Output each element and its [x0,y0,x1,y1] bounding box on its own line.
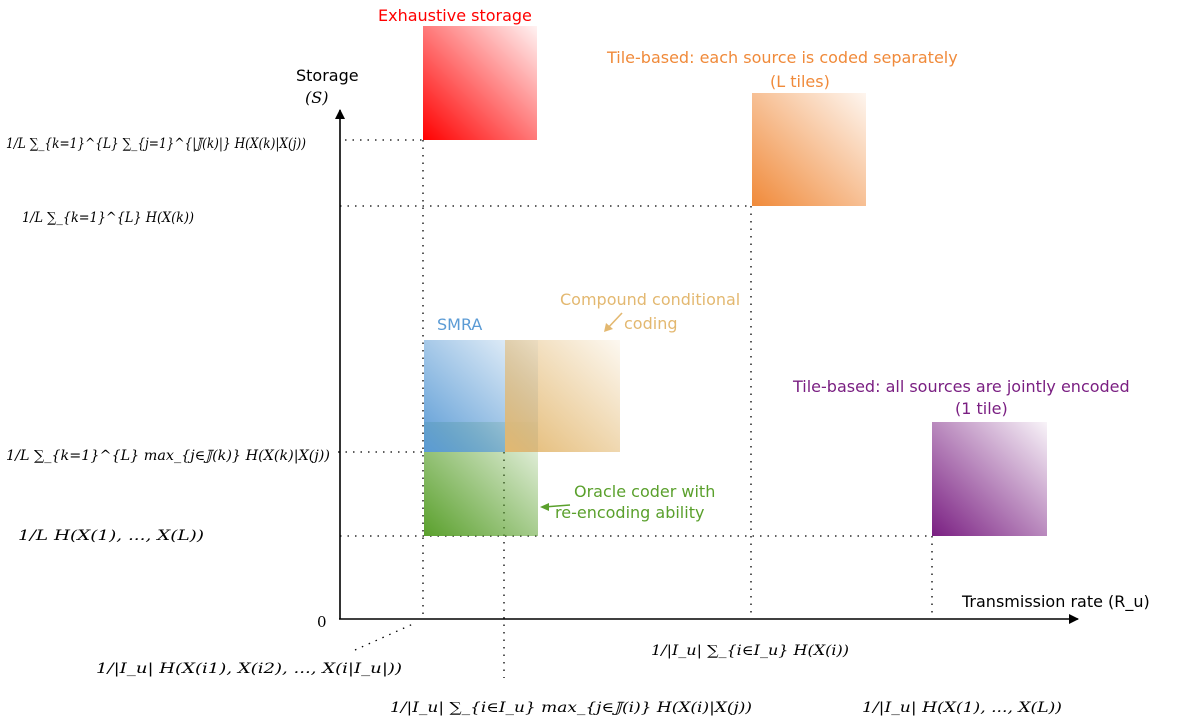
x-level-3-label: 1/|I_u| ∑_{i∈I_u} H(X(i)) [651,643,849,659]
x-level-2-label: 1/|I_u| ∑_{i∈I_u} max_{j∈𝕁(i)} H(X(i)|X(… [390,700,752,716]
tile-joint-region [932,422,1047,536]
y-axis-symbol: (S) [305,88,328,107]
oracle-label-line1: Oracle coder with [574,482,715,501]
x-axis-title: Transmission rate (R_u) [961,592,1150,612]
tile-joint-label-line1: Tile-based: all sources are jointly enco… [792,377,1130,396]
oracle-pointer-head [540,503,549,511]
compound-region [505,340,620,452]
smra-label: SMRA [437,315,482,334]
exhaustive-storage-region [423,26,537,140]
y-level-2-label: 1/L ∑_{k=1}^{L} H(X(k)) [22,210,194,226]
y-level-1-label: 1/L ∑_{k=1}^{L} ∑_{j=1}^{|𝕁(k)|} H(X(k)|… [6,136,306,152]
x-level-1-label: 1/|I_u| H(X(i1), X(i2), ..., X(i|I_u|)) [96,661,402,677]
compound-label-line1: Compound conditional [560,290,740,309]
oracle-label-line2: re-encoding ability [555,503,704,522]
x-level-4-label: 1/|I_u| H(X(1), ..., X(L)) [862,700,1062,716]
origin-label: 0 [317,613,327,631]
tile-separate-region [752,93,866,206]
tile-separate-label-line1: Tile-based: each source is coded separat… [606,48,958,67]
compound-pointer-head [604,323,613,332]
tile-joint-label-line2: (1 tile) [955,399,1008,418]
tile-separate-label-line2: (L tiles) [770,72,830,91]
y-level-3-label: 1/L ∑_{k=1}^{L} max_{j∈𝕁(k)} H(X(k)|X(j)… [6,448,330,464]
exhaustive-storage-label: Exhaustive storage [378,6,532,25]
compound-label-line2: coding [624,314,677,333]
y-level-4-label: 1/L H(X(1), ..., X(L)) [18,528,204,544]
y-axis-title: Storage [296,66,359,85]
